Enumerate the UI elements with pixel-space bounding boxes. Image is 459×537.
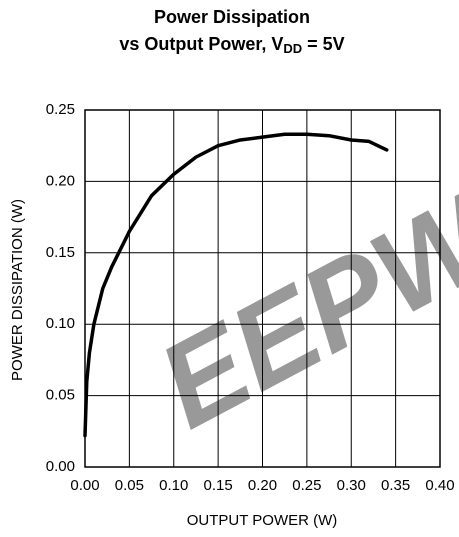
y-tick-label: 0.10 xyxy=(46,315,75,332)
data-line xyxy=(83,132,389,438)
x-tick-label: 0.40 xyxy=(425,477,454,494)
chart-title: Power Dissipation xyxy=(154,7,310,27)
x-tick-label: 0.30 xyxy=(337,477,366,494)
x-tick-label: 0.10 xyxy=(159,477,188,494)
y-axis-label: POWER DISSIPATION (W) xyxy=(9,199,26,381)
title-suffix: = 5V xyxy=(302,34,345,54)
y-tick-label: 0.00 xyxy=(46,458,75,475)
title-text: vs Output Power, V xyxy=(119,34,283,54)
x-tick-label: 0.00 xyxy=(70,477,99,494)
chart-subtitle: vs Output Power, VDD = 5V xyxy=(119,34,344,57)
x-tick-label: 0.35 xyxy=(381,477,410,494)
y-tick-label: 0.20 xyxy=(46,172,75,189)
plot-frame xyxy=(84,109,441,468)
x-tick-label: 0.05 xyxy=(115,477,144,494)
watermark: EEPW xyxy=(138,166,459,454)
title-subscript: DD xyxy=(283,41,302,56)
y-tick-label: 0.05 xyxy=(46,387,75,404)
x-tick-label: 0.25 xyxy=(292,477,321,494)
x-axis-label: OUTPUT POWER (W) xyxy=(187,512,338,529)
y-tick-label: 0.15 xyxy=(46,244,75,261)
x-tick-label: 0.15 xyxy=(204,477,233,494)
y-tick-label: 0.25 xyxy=(46,101,75,118)
x-tick-label: 0.20 xyxy=(248,477,277,494)
